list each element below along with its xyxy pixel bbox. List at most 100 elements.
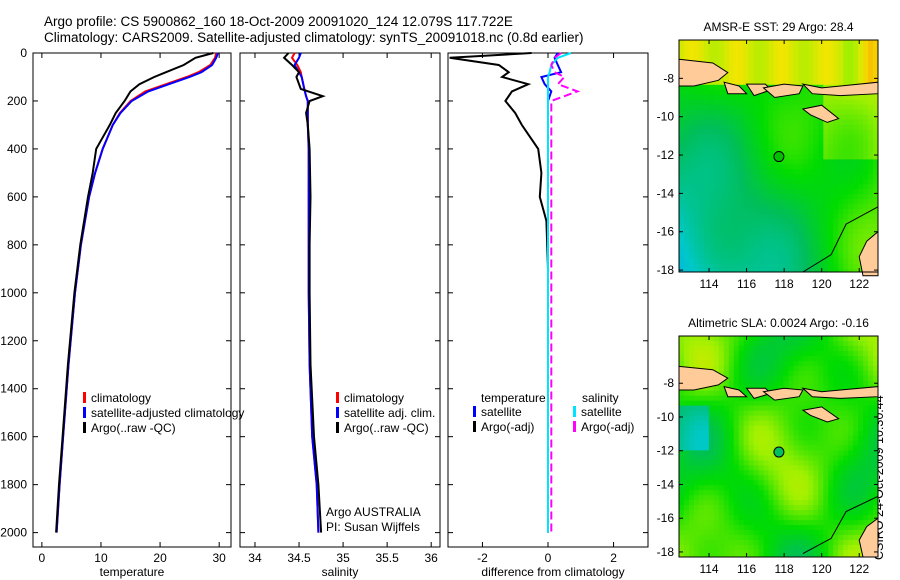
series-line-temperature-argo-adj- (449, 52, 549, 533)
map-cell (838, 520, 844, 526)
map-cell (813, 341, 819, 347)
map-cell (793, 480, 799, 486)
map-cell (689, 460, 695, 466)
map-cell (823, 515, 829, 521)
map-cell (723, 199, 730, 205)
map-cell (728, 104, 735, 111)
map-cell (718, 410, 725, 417)
map-cell (858, 341, 864, 347)
map-cell (733, 554, 740, 557)
map-cell (758, 480, 765, 486)
map-cell (808, 370, 814, 377)
map-cell (768, 45, 774, 51)
map-cell (738, 341, 745, 347)
map-cell (743, 515, 750, 521)
legend-label: satellite-adjusted climatology (91, 406, 244, 420)
map-cell (773, 425, 779, 432)
map-cell (848, 375, 854, 382)
map-cell (753, 64, 760, 71)
map-cell (798, 345, 804, 352)
map-cell (728, 345, 735, 352)
map-cell (708, 465, 715, 471)
map-cell (748, 425, 755, 432)
map-cell (713, 149, 720, 155)
map-cell (798, 410, 804, 417)
map-cell (768, 224, 774, 230)
map-cell (713, 440, 720, 446)
map-cell (833, 268, 839, 273)
map-cell (773, 365, 779, 372)
map-cell (723, 174, 730, 180)
map-cell (733, 505, 740, 511)
map-cell (813, 385, 819, 392)
map-cell (813, 54, 819, 61)
map-cell (758, 430, 765, 436)
map-cell (798, 169, 804, 175)
map-cell (758, 253, 765, 260)
map-cell (853, 263, 859, 270)
map-cell (853, 455, 859, 461)
map-cell (743, 169, 750, 175)
map-cell (838, 174, 844, 180)
map-cell (788, 239, 794, 245)
map-cell (703, 164, 710, 170)
map-cell (768, 425, 774, 432)
map-cell (768, 535, 774, 541)
map-cell (873, 470, 879, 476)
map-cell (758, 174, 765, 180)
map-cell (818, 520, 824, 526)
map-cell (689, 554, 695, 557)
map-cell (763, 134, 770, 140)
map-title: Altimetric SLA: 0.0024 Argo: -0.16 (688, 316, 869, 330)
map-cell (858, 189, 864, 195)
map-cell (748, 485, 755, 491)
map-cell (863, 495, 869, 501)
map-cell (803, 174, 809, 180)
map-cell (718, 425, 725, 432)
map-cell (728, 415, 735, 422)
map-cell (783, 336, 789, 342)
map-cell (763, 410, 770, 417)
map-cell (723, 355, 730, 362)
map-cell (693, 410, 700, 417)
map-cell (773, 510, 779, 516)
map-cell (808, 430, 814, 436)
map-cell (803, 79, 809, 86)
map-cell (718, 244, 725, 250)
map-cell (863, 129, 869, 136)
map-cell (723, 365, 730, 372)
map-cell (798, 99, 804, 106)
map-cell (828, 134, 834, 140)
map-cell (873, 224, 879, 230)
x-axis-label: temperature (100, 565, 165, 579)
map-cell (838, 465, 844, 471)
map-cell (743, 549, 750, 556)
map-cell (818, 74, 824, 81)
map-cell (693, 154, 700, 160)
map-cell (718, 350, 725, 357)
map-cell (773, 124, 779, 131)
map-cell (843, 159, 849, 165)
map-cell (748, 99, 755, 106)
map-cell (679, 179, 685, 185)
map-cell (723, 410, 730, 417)
map-cell (723, 144, 730, 150)
map-cell (788, 495, 794, 501)
map-cell (778, 545, 784, 551)
land-polygon (723, 81, 748, 95)
map-cell (758, 209, 765, 215)
map-cell (808, 129, 814, 136)
map-cell (793, 465, 799, 471)
map-cell (743, 234, 750, 240)
map-cell (773, 40, 779, 46)
map-cell (803, 415, 809, 422)
map-cell (868, 69, 874, 76)
map-cell (743, 415, 750, 422)
map-cell (838, 159, 844, 165)
map-cell (763, 79, 770, 86)
map-cell (783, 430, 789, 436)
map-cell (793, 224, 799, 230)
map-cell (738, 530, 745, 536)
map-cell (843, 59, 849, 66)
